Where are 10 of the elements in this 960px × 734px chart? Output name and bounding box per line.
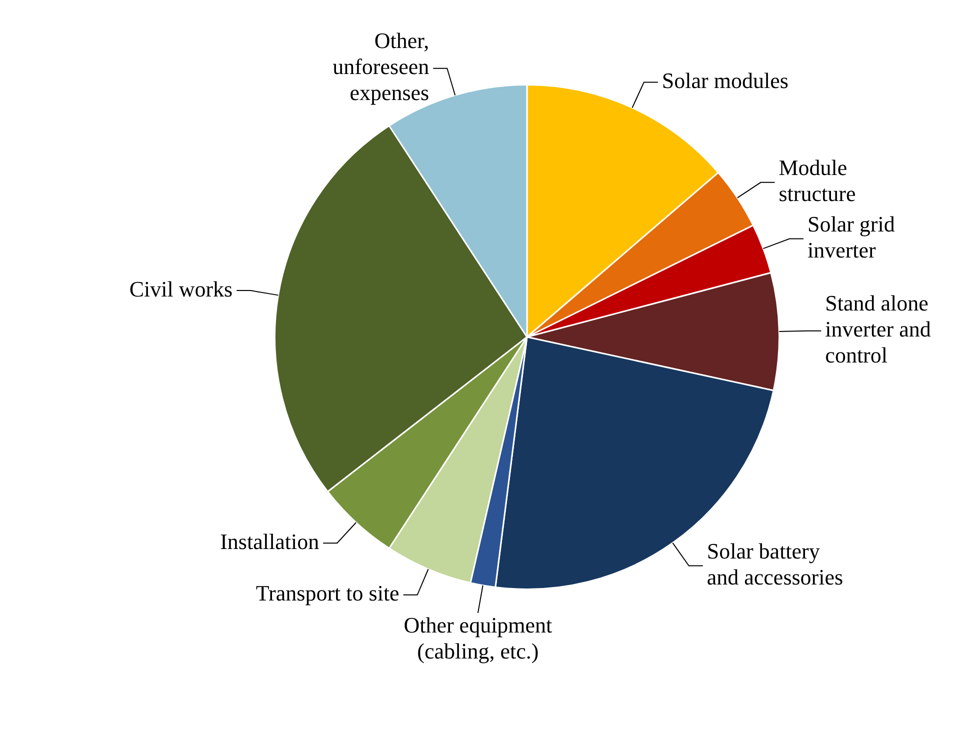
slice-label: Installation — [220, 528, 320, 554]
slice-label: Other, unforeseen expenses — [332, 28, 430, 106]
slice-label: Civil works — [129, 276, 233, 302]
slice-label: Other equipment (cabling, etc.) — [404, 612, 552, 664]
slice-label: Solar modules — [662, 68, 788, 94]
slice-label: Solar grid inverter — [807, 212, 895, 263]
slice-label: Stand alone inverter and control — [825, 290, 931, 368]
slice-label: Transport to site — [256, 580, 400, 606]
slice-label: Module structure — [778, 155, 856, 206]
slice-label: Solar battery and accessories — [706, 538, 844, 590]
